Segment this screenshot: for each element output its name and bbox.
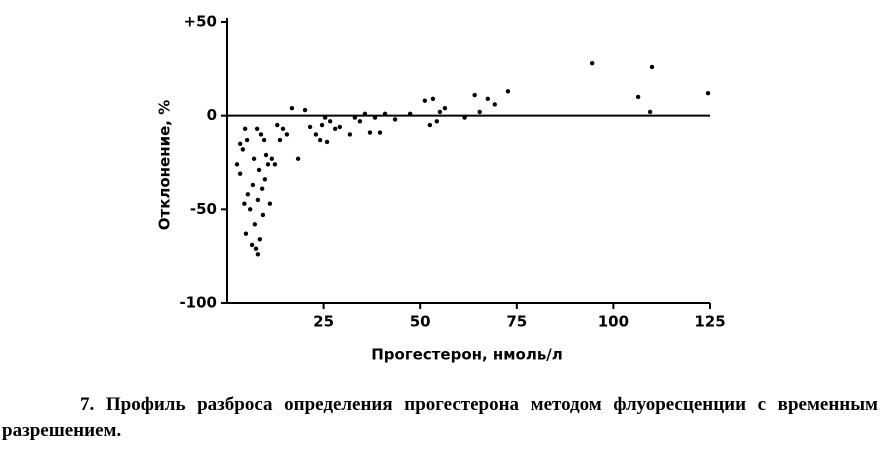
point xyxy=(259,186,265,191)
point xyxy=(327,119,333,124)
point xyxy=(337,124,343,130)
point xyxy=(272,162,278,167)
chart: Прогестерон, нмоль/л Отклонение, % +50 0 -… xyxy=(156,13,726,364)
point xyxy=(357,119,363,124)
point xyxy=(649,64,655,70)
y-tick-label: +50 xyxy=(184,13,217,31)
point xyxy=(322,115,328,120)
x-axis-label: Прогестерон, нмоль/л xyxy=(371,346,563,364)
caption: 7. Профиль разброса определения прогесте… xyxy=(2,394,878,441)
point xyxy=(485,96,491,102)
x-tick-label: 75 xyxy=(506,313,527,331)
point xyxy=(237,141,243,146)
point xyxy=(275,122,280,128)
point xyxy=(392,117,398,122)
x-tick-label: 50 xyxy=(410,313,431,331)
point xyxy=(234,162,240,167)
point xyxy=(589,61,595,66)
y-axis-label: Отклонение, % xyxy=(156,100,174,230)
point xyxy=(277,137,283,143)
x-tick-label: 100 xyxy=(598,313,629,331)
point xyxy=(267,201,273,206)
point xyxy=(319,122,325,128)
point xyxy=(430,96,436,102)
point xyxy=(367,130,373,135)
point xyxy=(437,109,443,115)
point xyxy=(243,231,249,236)
point xyxy=(242,126,248,131)
x-tick-label: 125 xyxy=(694,313,725,331)
point xyxy=(257,237,263,242)
point xyxy=(434,119,440,124)
point xyxy=(347,132,353,137)
point xyxy=(377,130,383,135)
point xyxy=(260,212,266,218)
point xyxy=(280,126,286,131)
y-tick-label: 0 xyxy=(207,106,217,124)
point xyxy=(265,162,271,167)
point xyxy=(250,182,256,188)
point xyxy=(258,132,264,137)
point xyxy=(372,115,378,120)
x-tick-label: 25 xyxy=(313,313,334,331)
point xyxy=(254,126,260,131)
point xyxy=(352,115,358,120)
point xyxy=(289,105,295,111)
point xyxy=(255,197,261,203)
point xyxy=(635,94,641,100)
point xyxy=(237,171,243,176)
point xyxy=(245,192,251,197)
point xyxy=(251,156,257,161)
point xyxy=(324,139,330,145)
point xyxy=(462,115,467,120)
point xyxy=(422,98,428,103)
point xyxy=(382,111,388,116)
point xyxy=(505,89,511,94)
point xyxy=(263,152,269,158)
point xyxy=(647,109,653,115)
point xyxy=(249,242,255,248)
point xyxy=(317,137,323,143)
point xyxy=(255,252,261,257)
point xyxy=(362,111,368,116)
y-tick-label: -50 xyxy=(190,200,217,218)
point xyxy=(261,137,267,143)
point xyxy=(477,109,482,115)
point xyxy=(244,137,250,143)
point xyxy=(295,156,301,161)
point xyxy=(302,107,308,113)
point xyxy=(442,105,448,111)
point xyxy=(262,177,268,182)
point xyxy=(427,122,433,128)
point xyxy=(252,222,258,227)
point xyxy=(253,246,259,251)
point xyxy=(332,126,338,131)
point xyxy=(407,111,413,116)
point xyxy=(705,90,711,96)
point xyxy=(284,132,290,137)
point xyxy=(269,156,275,161)
point xyxy=(240,147,246,152)
point xyxy=(247,207,253,212)
point xyxy=(472,92,477,98)
point xyxy=(492,102,497,107)
point xyxy=(313,132,319,137)
point xyxy=(256,167,262,173)
point xyxy=(242,201,247,206)
y-tick-label: -100 xyxy=(179,294,217,312)
point xyxy=(307,124,313,130)
